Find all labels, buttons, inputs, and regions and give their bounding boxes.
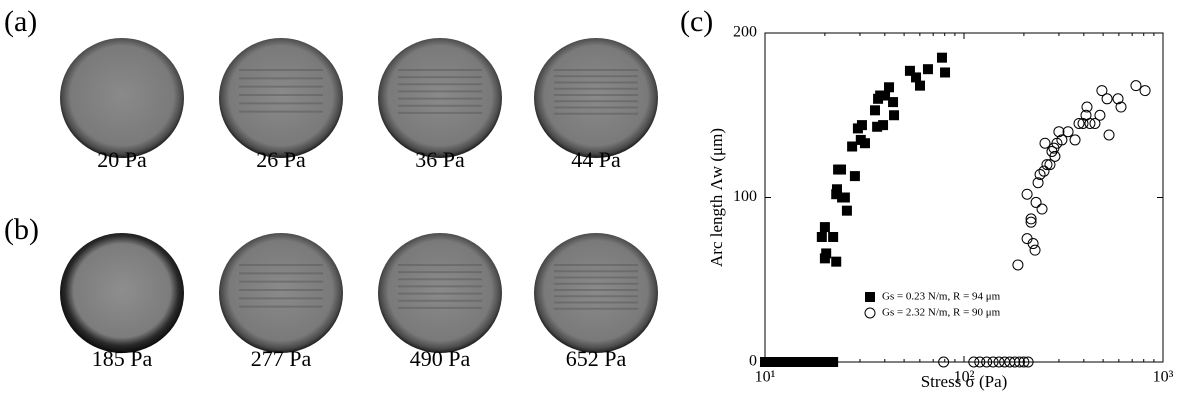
data-point xyxy=(968,356,980,368)
data-point xyxy=(836,164,847,175)
legend-marker xyxy=(864,307,876,319)
data-point xyxy=(1101,93,1113,105)
data-point xyxy=(1053,126,1065,138)
data-point xyxy=(889,110,900,121)
data-point xyxy=(1021,188,1033,200)
droplet-image xyxy=(219,38,343,158)
data-point xyxy=(1021,233,1033,245)
data-point xyxy=(1036,203,1048,215)
data-point xyxy=(1018,356,1030,368)
x-tick-label: 10¹ xyxy=(755,369,776,386)
data-point xyxy=(936,52,947,63)
image-caption: 652 Pa xyxy=(566,346,627,371)
data-point xyxy=(831,184,842,195)
data-point xyxy=(1013,356,1025,368)
x-tick-label: 10² xyxy=(954,369,975,386)
legend-marker xyxy=(865,292,875,302)
data-point xyxy=(859,138,870,149)
data-point xyxy=(1030,196,1042,208)
y-tick-label: 100 xyxy=(733,188,757,205)
data-point xyxy=(904,65,915,76)
data-point xyxy=(1115,101,1127,113)
panel-label: (a) xyxy=(4,5,37,38)
data-point xyxy=(1081,101,1093,113)
data-point xyxy=(1069,134,1081,146)
data-point xyxy=(974,356,986,368)
panel-label: (b) xyxy=(4,213,39,246)
data-point xyxy=(847,141,858,152)
droplet-image xyxy=(534,233,658,353)
data-point xyxy=(819,222,830,233)
data-point xyxy=(1012,259,1024,271)
image-caption: 185 Pa xyxy=(92,346,153,371)
data-point xyxy=(1130,80,1142,92)
data-point xyxy=(831,256,842,267)
data-point xyxy=(993,356,1005,368)
y-axis-label: Arc length Λw (μm) xyxy=(707,128,726,267)
data-point xyxy=(1139,85,1151,97)
y-tick-label: 0 xyxy=(749,353,757,370)
data-point xyxy=(828,357,839,367)
data-point xyxy=(869,105,880,116)
data-point xyxy=(1062,126,1074,138)
droplet-image xyxy=(60,233,184,353)
image-caption: 490 Pa xyxy=(410,346,471,371)
data-point xyxy=(940,67,951,78)
data-point xyxy=(911,72,922,83)
image-caption: 36 Pa xyxy=(415,147,465,172)
data-point xyxy=(1056,134,1068,146)
x-axis-label: Stress σ (Pa) xyxy=(921,372,1008,391)
data-point xyxy=(1077,117,1089,129)
data-point xyxy=(922,64,933,75)
data-point xyxy=(1084,117,1096,129)
data-point xyxy=(1094,109,1106,121)
data-point xyxy=(1039,137,1051,149)
data-point xyxy=(816,231,827,242)
droplet-image xyxy=(534,38,658,158)
data-point xyxy=(1009,356,1021,368)
data-point xyxy=(1029,244,1041,256)
data-point xyxy=(884,82,895,93)
data-point xyxy=(1034,168,1046,180)
data-point xyxy=(1112,93,1124,105)
y-tick-label: 200 xyxy=(733,24,757,41)
data-point xyxy=(1025,213,1037,225)
data-point xyxy=(987,356,999,368)
data-point xyxy=(981,356,993,368)
data-point xyxy=(828,231,839,242)
image-caption: 20 Pa xyxy=(97,147,147,172)
data-point xyxy=(849,171,860,182)
panel-label: (c) xyxy=(680,5,713,38)
droplet-image xyxy=(60,38,184,158)
droplet-image xyxy=(219,233,343,353)
data-point xyxy=(878,120,889,131)
data-point xyxy=(1027,238,1039,250)
data-point xyxy=(821,248,832,259)
data-point xyxy=(1103,129,1115,141)
data-point xyxy=(1073,117,1085,129)
data-point xyxy=(1049,150,1061,162)
image-caption: 44 Pa xyxy=(571,147,621,172)
data-point xyxy=(1041,159,1053,171)
data-point xyxy=(1025,216,1037,228)
legend-label: Gs = 2.32 N/m, R = 90 μm xyxy=(882,307,1001,319)
data-point xyxy=(839,192,850,203)
data-point xyxy=(841,205,852,216)
x-tick-label: 10³ xyxy=(1153,369,1174,386)
data-point xyxy=(1044,159,1056,171)
data-point xyxy=(914,80,925,91)
data-point xyxy=(1032,177,1044,189)
data-point xyxy=(1022,356,1034,368)
data-point xyxy=(856,120,867,131)
data-point xyxy=(1038,165,1050,177)
data-point xyxy=(938,356,950,368)
image-caption: 26 Pa xyxy=(256,147,306,172)
legend-label: Gs = 0.23 N/m, R = 94 μm xyxy=(882,291,1001,303)
data-point xyxy=(888,97,899,108)
data-point xyxy=(760,357,770,367)
data-point xyxy=(1089,117,1101,129)
data-point xyxy=(1096,85,1108,97)
image-caption: 277 Pa xyxy=(251,346,312,371)
